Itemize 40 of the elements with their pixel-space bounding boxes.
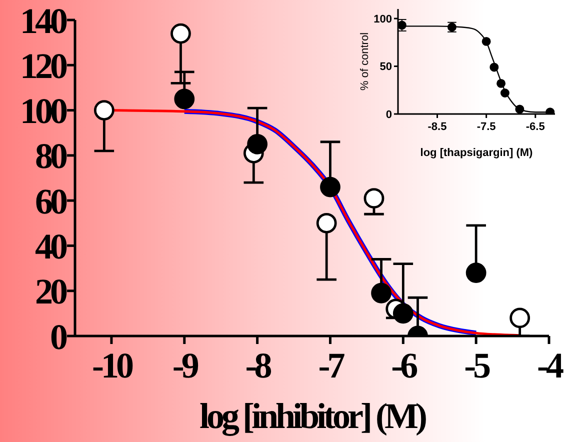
y-axis-title: % of control	[358, 32, 371, 91]
point	[170, 23, 191, 44]
x-tick-label: -7.5	[476, 120, 496, 133]
x-tick-label: -5	[464, 346, 490, 386]
y-tick-label: 100	[374, 13, 392, 26]
x-tick-label: -10	[92, 346, 133, 386]
y-tick-label: 60	[35, 181, 67, 222]
y-tick-label: 50	[380, 61, 392, 74]
x-tick-label: -4	[537, 346, 564, 386]
x-tick-label: -6	[391, 346, 418, 386]
point	[496, 78, 506, 88]
point	[392, 303, 414, 324]
x-tick-label: -8	[245, 346, 272, 386]
x-axis-title: log [thapsigargin] (M)	[420, 147, 534, 159]
y-tick-label: 0	[386, 108, 392, 121]
point	[316, 212, 337, 234]
y-tick-label: 140	[20, 0, 67, 41]
x-tick-label: -6.5	[526, 120, 545, 133]
y-tick-label: 40	[35, 226, 67, 266]
x-tick-label: -8.5	[428, 120, 447, 133]
x-tick-label: -7	[318, 346, 346, 386]
y-tick-label: 20	[35, 272, 67, 312]
point	[364, 188, 384, 209]
y-tick-label: 0	[50, 316, 67, 357]
x-tick-label: -9	[172, 346, 198, 386]
point	[466, 262, 486, 283]
point	[174, 88, 195, 110]
y-tick-label: 80	[35, 136, 67, 176]
point	[500, 88, 510, 98]
point	[398, 20, 406, 30]
y-tick-label: 120	[20, 46, 67, 86]
x-axis-title: log [inhibitor] (M)	[200, 396, 426, 436]
y-tick-label: 100	[20, 91, 67, 132]
point	[247, 134, 268, 154]
point	[94, 100, 114, 120]
point	[482, 36, 491, 46]
point	[515, 104, 524, 114]
point	[490, 62, 499, 72]
point	[320, 176, 340, 198]
point	[371, 282, 392, 304]
